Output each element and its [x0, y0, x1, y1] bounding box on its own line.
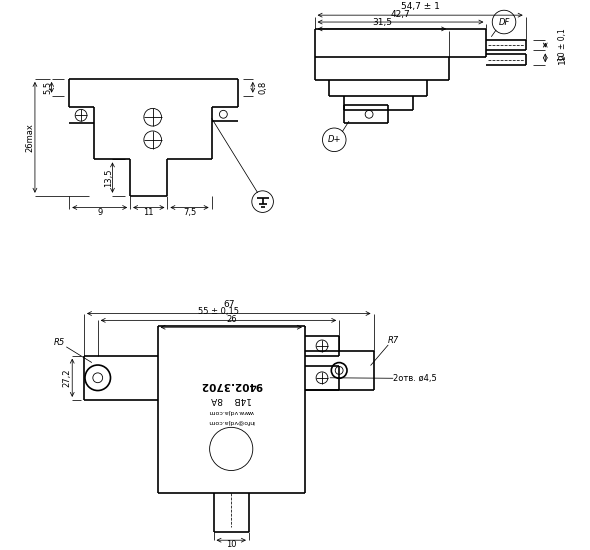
Text: 9: 9: [97, 208, 102, 217]
Text: 0,8: 0,8: [258, 81, 267, 94]
Text: 67: 67: [223, 300, 234, 309]
Text: 26max: 26max: [25, 123, 35, 152]
Text: info@vdja.com: info@vdja.com: [208, 419, 254, 424]
Text: 10 ± 0,1: 10 ± 0,1: [558, 29, 568, 62]
Text: 19: 19: [558, 52, 568, 64]
Text: DF: DF: [499, 18, 510, 26]
Text: 10: 10: [226, 540, 237, 549]
Text: 5,5: 5,5: [43, 81, 52, 94]
Text: 13,5: 13,5: [104, 168, 113, 187]
Text: 27,2: 27,2: [63, 368, 72, 387]
Text: 54,7 ± 1: 54,7 ± 1: [401, 2, 440, 11]
Text: 31,5: 31,5: [372, 18, 392, 27]
Text: www.vdja.com: www.vdja.com: [208, 409, 254, 414]
Text: 42,7: 42,7: [391, 10, 411, 19]
Text: R5: R5: [54, 338, 65, 348]
Text: 11: 11: [143, 208, 154, 217]
Text: 7,5: 7,5: [183, 208, 196, 217]
Text: D+: D+: [327, 135, 341, 144]
Text: 14В    8А: 14В 8А: [211, 395, 252, 404]
Text: 9402.3702: 9402.3702: [200, 380, 263, 390]
Text: 2отв. ø4,5: 2отв. ø4,5: [393, 374, 437, 383]
Text: R7: R7: [388, 337, 399, 345]
Text: 26: 26: [226, 315, 237, 324]
Text: 55 ± 0,15: 55 ± 0,15: [198, 307, 239, 316]
